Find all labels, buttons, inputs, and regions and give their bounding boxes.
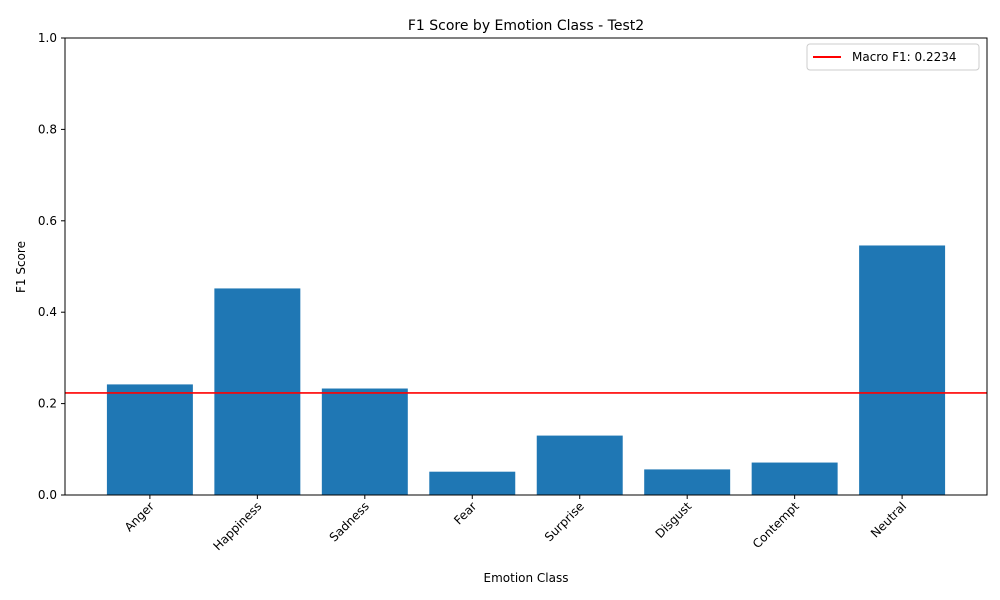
bar-contempt	[751, 462, 838, 495]
x-tick-label-happiness: Happiness	[210, 499, 264, 553]
bars-group	[106, 245, 946, 495]
bar-surprise	[536, 435, 623, 495]
bar-fear	[429, 471, 516, 495]
x-axis-ticks: Anger Happiness Sadness Fear Surprise Disgust…	[122, 495, 909, 553]
y-axis-ticks: 0.0 0.2 0.4 0.6 0.8 1.0	[38, 31, 65, 502]
bar-neutral	[859, 245, 946, 495]
bar-anger	[106, 384, 193, 495]
x-tick-label-anger: Anger	[122, 499, 157, 534]
bar-disgust	[644, 469, 731, 495]
y-tick-label: 0.0	[38, 488, 57, 502]
x-tick-label-sadness: Sadness	[327, 499, 372, 544]
y-tick-label: 0.4	[38, 305, 57, 319]
x-tick-label-contempt: Contempt	[750, 499, 802, 551]
axes-group	[64, 37, 988, 496]
x-axis-label: Emotion Class	[484, 571, 569, 585]
bar-happiness	[214, 288, 301, 495]
x-tick-label-neutral: Neutral	[868, 499, 909, 540]
x-tick-label-surprise: Surprise	[542, 499, 587, 544]
x-tick-label-disgust: Disgust	[653, 499, 695, 541]
legend-label: Macro F1: 0.2234	[852, 50, 957, 64]
y-tick-label: 0.2	[38, 397, 57, 411]
y-tick-label: 1.0	[38, 31, 57, 45]
bar-sadness	[321, 388, 408, 495]
y-tick-label: 0.8	[38, 122, 57, 136]
legend: Macro F1: 0.2234	[806, 43, 980, 71]
y-axis-label: F1 Score	[14, 241, 28, 293]
legend-box	[806, 43, 980, 71]
chart-title: F1 Score by Emotion Class - Test2	[408, 18, 644, 34]
plot-frame	[64, 37, 988, 496]
y-tick-label: 0.6	[38, 214, 57, 228]
x-tick-label-fear: Fear	[451, 499, 479, 527]
